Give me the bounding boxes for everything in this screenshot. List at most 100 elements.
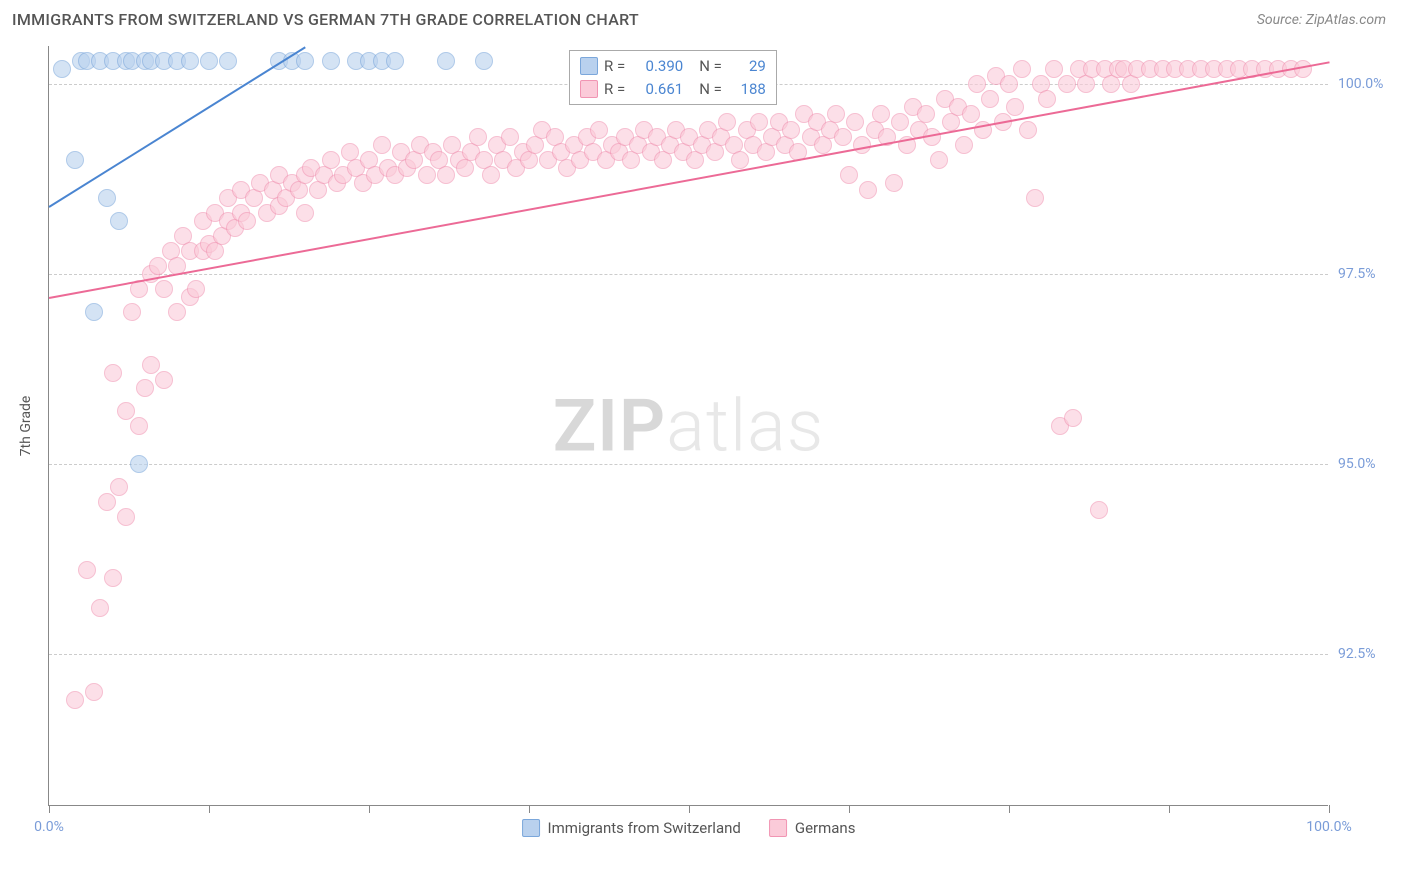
- chart-header: IMMIGRANTS FROM SWITZERLAND VS GERMAN 7T…: [0, 0, 1406, 35]
- data-point: [98, 493, 116, 511]
- data-point: [130, 455, 148, 473]
- data-point: [962, 105, 980, 123]
- x-tick: [689, 805, 690, 813]
- data-point: [1064, 409, 1082, 427]
- data-point: [482, 166, 500, 184]
- data-point: [1019, 121, 1037, 139]
- data-point: [469, 128, 487, 146]
- data-point: [1013, 60, 1031, 78]
- data-point: [885, 174, 903, 192]
- x-tick: [49, 805, 50, 813]
- data-point: [418, 166, 436, 184]
- data-point: [238, 212, 256, 230]
- data-point: [834, 128, 852, 146]
- data-point: [296, 204, 314, 222]
- data-point: [386, 52, 404, 70]
- data-point: [930, 151, 948, 169]
- y-tick-label: 95.0%: [1338, 456, 1398, 472]
- data-point: [917, 105, 935, 123]
- chart-container: 7th Grade ZIPatlas 92.5%95.0%97.5%100.0%…: [38, 46, 1328, 806]
- data-point: [78, 561, 96, 579]
- stats-legend-row: R =0.661N =188: [580, 78, 766, 101]
- data-point: [91, 599, 109, 617]
- data-point: [168, 303, 186, 321]
- data-point: [827, 105, 845, 123]
- watermark: ZIPatlas: [553, 383, 825, 468]
- data-point: [85, 683, 103, 701]
- data-point: [85, 303, 103, 321]
- data-point: [840, 166, 858, 184]
- x-tick: [529, 805, 530, 813]
- data-point: [1090, 501, 1108, 519]
- data-point: [1058, 75, 1076, 93]
- data-point: [846, 113, 864, 131]
- series-legend: Immigrants from Switzerland Germans: [522, 819, 856, 837]
- data-point: [1006, 98, 1024, 116]
- data-point: [750, 113, 768, 131]
- data-point: [590, 121, 608, 139]
- data-point: [322, 52, 340, 70]
- data-point: [296, 52, 314, 70]
- y-tick-label: 100.0%: [1338, 76, 1398, 92]
- data-point: [322, 151, 340, 169]
- data-point: [66, 151, 84, 169]
- stats-legend: R =0.390N =29R =0.661N =188: [569, 50, 777, 105]
- data-point: [104, 364, 122, 382]
- data-point: [155, 371, 173, 389]
- data-point: [149, 257, 167, 275]
- data-point: [104, 569, 122, 587]
- data-point: [53, 60, 71, 78]
- data-point: [981, 90, 999, 108]
- y-axis-label: 7th Grade: [18, 396, 34, 457]
- x-tick: [1169, 805, 1170, 813]
- data-point: [98, 189, 116, 207]
- data-point: [872, 105, 890, 123]
- gridline: [49, 654, 1328, 655]
- data-point: [187, 280, 205, 298]
- data-point: [437, 52, 455, 70]
- data-point: [200, 52, 218, 70]
- x-tick-label: 0.0%: [34, 819, 64, 835]
- data-point: [1045, 60, 1063, 78]
- x-tick: [369, 805, 370, 813]
- series-legend-item: Germans: [769, 819, 856, 837]
- x-tick: [209, 805, 210, 813]
- data-point: [66, 691, 84, 709]
- series-legend-item: Immigrants from Switzerland: [522, 819, 741, 837]
- data-point: [373, 136, 391, 154]
- y-tick-label: 92.5%: [1338, 646, 1398, 662]
- data-point: [219, 52, 237, 70]
- data-point: [136, 379, 154, 397]
- plot-area: ZIPatlas 92.5%95.0%97.5%100.0%0.0%100.0%…: [48, 46, 1328, 806]
- data-point: [123, 303, 141, 321]
- data-point: [181, 52, 199, 70]
- data-point: [782, 121, 800, 139]
- chart-title: IMMIGRANTS FROM SWITZERLAND VS GERMAN 7T…: [12, 10, 639, 29]
- data-point: [1000, 75, 1018, 93]
- data-point: [437, 166, 455, 184]
- data-point: [718, 113, 736, 131]
- x-tick-label: 100.0%: [1306, 819, 1351, 835]
- data-point: [1026, 189, 1044, 207]
- x-tick: [849, 805, 850, 813]
- x-tick: [1009, 805, 1010, 813]
- gridline: [49, 464, 1328, 465]
- data-point: [110, 478, 128, 496]
- data-point: [731, 151, 749, 169]
- data-point: [117, 402, 135, 420]
- data-point: [142, 356, 160, 374]
- data-point: [1038, 90, 1056, 108]
- data-point: [968, 75, 986, 93]
- x-tick: [1329, 805, 1330, 813]
- stats-legend-row: R =0.390N =29: [580, 55, 766, 78]
- data-point: [859, 181, 877, 199]
- data-point: [955, 136, 973, 154]
- data-point: [501, 128, 519, 146]
- source-label: Source: ZipAtlas.com: [1257, 12, 1386, 28]
- data-point: [475, 52, 493, 70]
- data-point: [130, 417, 148, 435]
- y-tick-label: 97.5%: [1338, 266, 1398, 282]
- data-point: [891, 113, 909, 131]
- gridline: [49, 274, 1328, 275]
- data-point: [110, 212, 128, 230]
